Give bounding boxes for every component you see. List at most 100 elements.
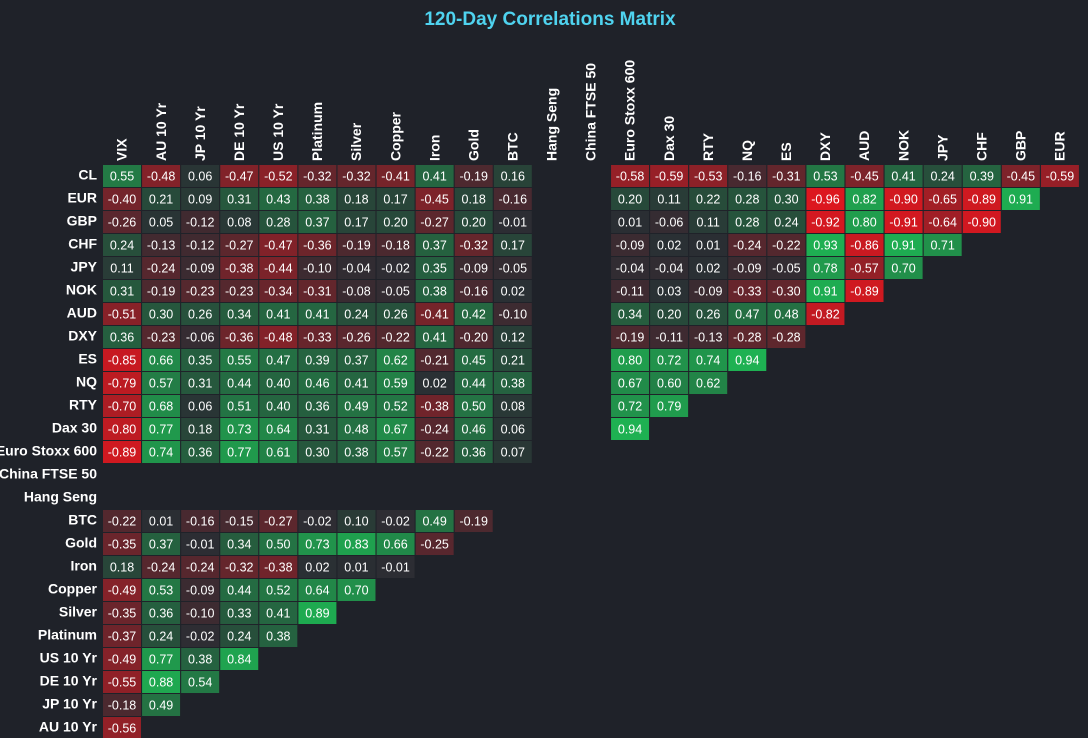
cell-label: -0.32 [303,169,332,183]
heatmap-cell [337,165,376,187]
cell-label: -0.38 [420,399,449,413]
cell-label: 0.41 [891,169,915,183]
y-tick-label: CHF [68,236,97,252]
cell-label: -0.06 [655,215,684,229]
heatmap-cell [181,372,220,394]
y-tick-label: Euro Stoxx 600 [0,443,97,459]
cell-label: 0.73 [227,422,251,436]
cell-label: 0.34 [618,307,642,321]
heatmap-cell [298,303,337,325]
cell-label: -0.24 [186,560,215,574]
cell-label: 0.41 [422,169,446,183]
heatmap-cell [728,188,767,210]
heatmap-cell [103,533,141,555]
cell-label: 0.41 [422,330,446,344]
heatmap-cell [845,211,884,233]
cell-label: 0.78 [813,261,837,275]
y-tick-label: AU 10 Yr [39,719,98,735]
heatmap-cell [454,418,493,440]
heatmap-cell [650,372,689,394]
cell-label: -0.05 [381,284,410,298]
cell-label: -0.58 [616,169,645,183]
cell-label: 0.26 [383,307,407,321]
heatmap-cell [376,418,415,440]
cell-label: -0.24 [733,238,762,252]
heatmap-cell [142,418,181,440]
heatmap-cell [259,579,298,601]
heatmap-cell [884,165,923,187]
cell-label: 0.01 [344,560,368,574]
cell-label: -0.59 [655,169,684,183]
heatmap-cell [103,418,141,440]
cell-label: -0.23 [147,330,176,344]
cell-label: 0.91 [813,284,837,298]
cell-label: -0.02 [381,261,410,275]
cell-label: -0.04 [342,261,371,275]
cell-label: -0.09 [459,261,488,275]
cell-label: -0.09 [186,261,215,275]
cell-label: -0.45 [1007,169,1036,183]
cell-label: 0.01 [696,238,720,252]
heatmap-cell [493,234,532,256]
heatmap-cell [650,257,689,279]
cell-label: -0.32 [225,560,254,574]
cell-label: 0.20 [462,215,486,229]
heatmap-cell [728,257,767,279]
heatmap-cell [493,326,532,348]
heatmap-cell [650,234,689,256]
heatmap-cell [454,510,493,532]
cell-label: -0.24 [420,422,449,436]
heatmap-cell [689,326,728,348]
heatmap-cell [298,441,337,463]
heatmap-cell [103,648,141,670]
heatmap-cell [454,165,493,187]
heatmap-cell [220,556,259,578]
cell-label: 0.24 [774,215,798,229]
cell-label: 0.36 [110,330,134,344]
cell-label: 0.37 [344,353,368,367]
heatmap-cell [493,441,532,463]
heatmap-cell [337,280,376,302]
heatmap-cell [103,395,141,417]
y-tick-label: EUR [67,190,97,206]
cell-label: 0.11 [657,192,680,206]
heatmap-cell [767,280,806,302]
cell-label: -0.02 [303,514,332,528]
cell-label: -0.65 [928,192,957,206]
heatmap-cell [337,556,376,578]
heatmap-cell [376,533,415,555]
cell-label: 0.33 [227,606,251,620]
heatmap-cell [298,234,337,256]
heatmap-cell [650,349,689,371]
cell-label: -0.01 [499,215,528,229]
cell-label: 0.17 [383,192,407,206]
heatmap-cell [259,418,298,440]
cell-label: -0.35 [108,537,137,551]
heatmap-cell [767,326,806,348]
cell-label: 0.49 [344,399,368,413]
heatmap-cell [806,188,845,210]
cell-label: 0.18 [188,422,212,436]
heatmap-cell [298,579,337,601]
heatmap-cell [220,625,259,647]
cell-label: 0.91 [891,238,915,252]
heatmap-cell [689,257,728,279]
heatmap-cell [220,257,259,279]
heatmap-cell [259,326,298,348]
cell-label: 0.38 [344,445,368,459]
cell-label: 0.74 [696,353,720,367]
heatmap-cell [650,165,689,187]
heatmap-cell [376,211,415,233]
cell-label: 0.47 [735,307,759,321]
cell-label: 0.67 [618,376,642,390]
cell-label: 0.59 [383,376,407,390]
heatmap-cell [493,349,532,371]
heatmap-cell [493,372,532,394]
cell-label: 0.24 [227,629,251,643]
heatmap-cell [1040,165,1079,187]
heatmap-cell [298,326,337,348]
cell-label: 0.35 [422,261,446,275]
cell-label: -0.15 [225,514,254,528]
heatmap-cell [611,234,650,256]
